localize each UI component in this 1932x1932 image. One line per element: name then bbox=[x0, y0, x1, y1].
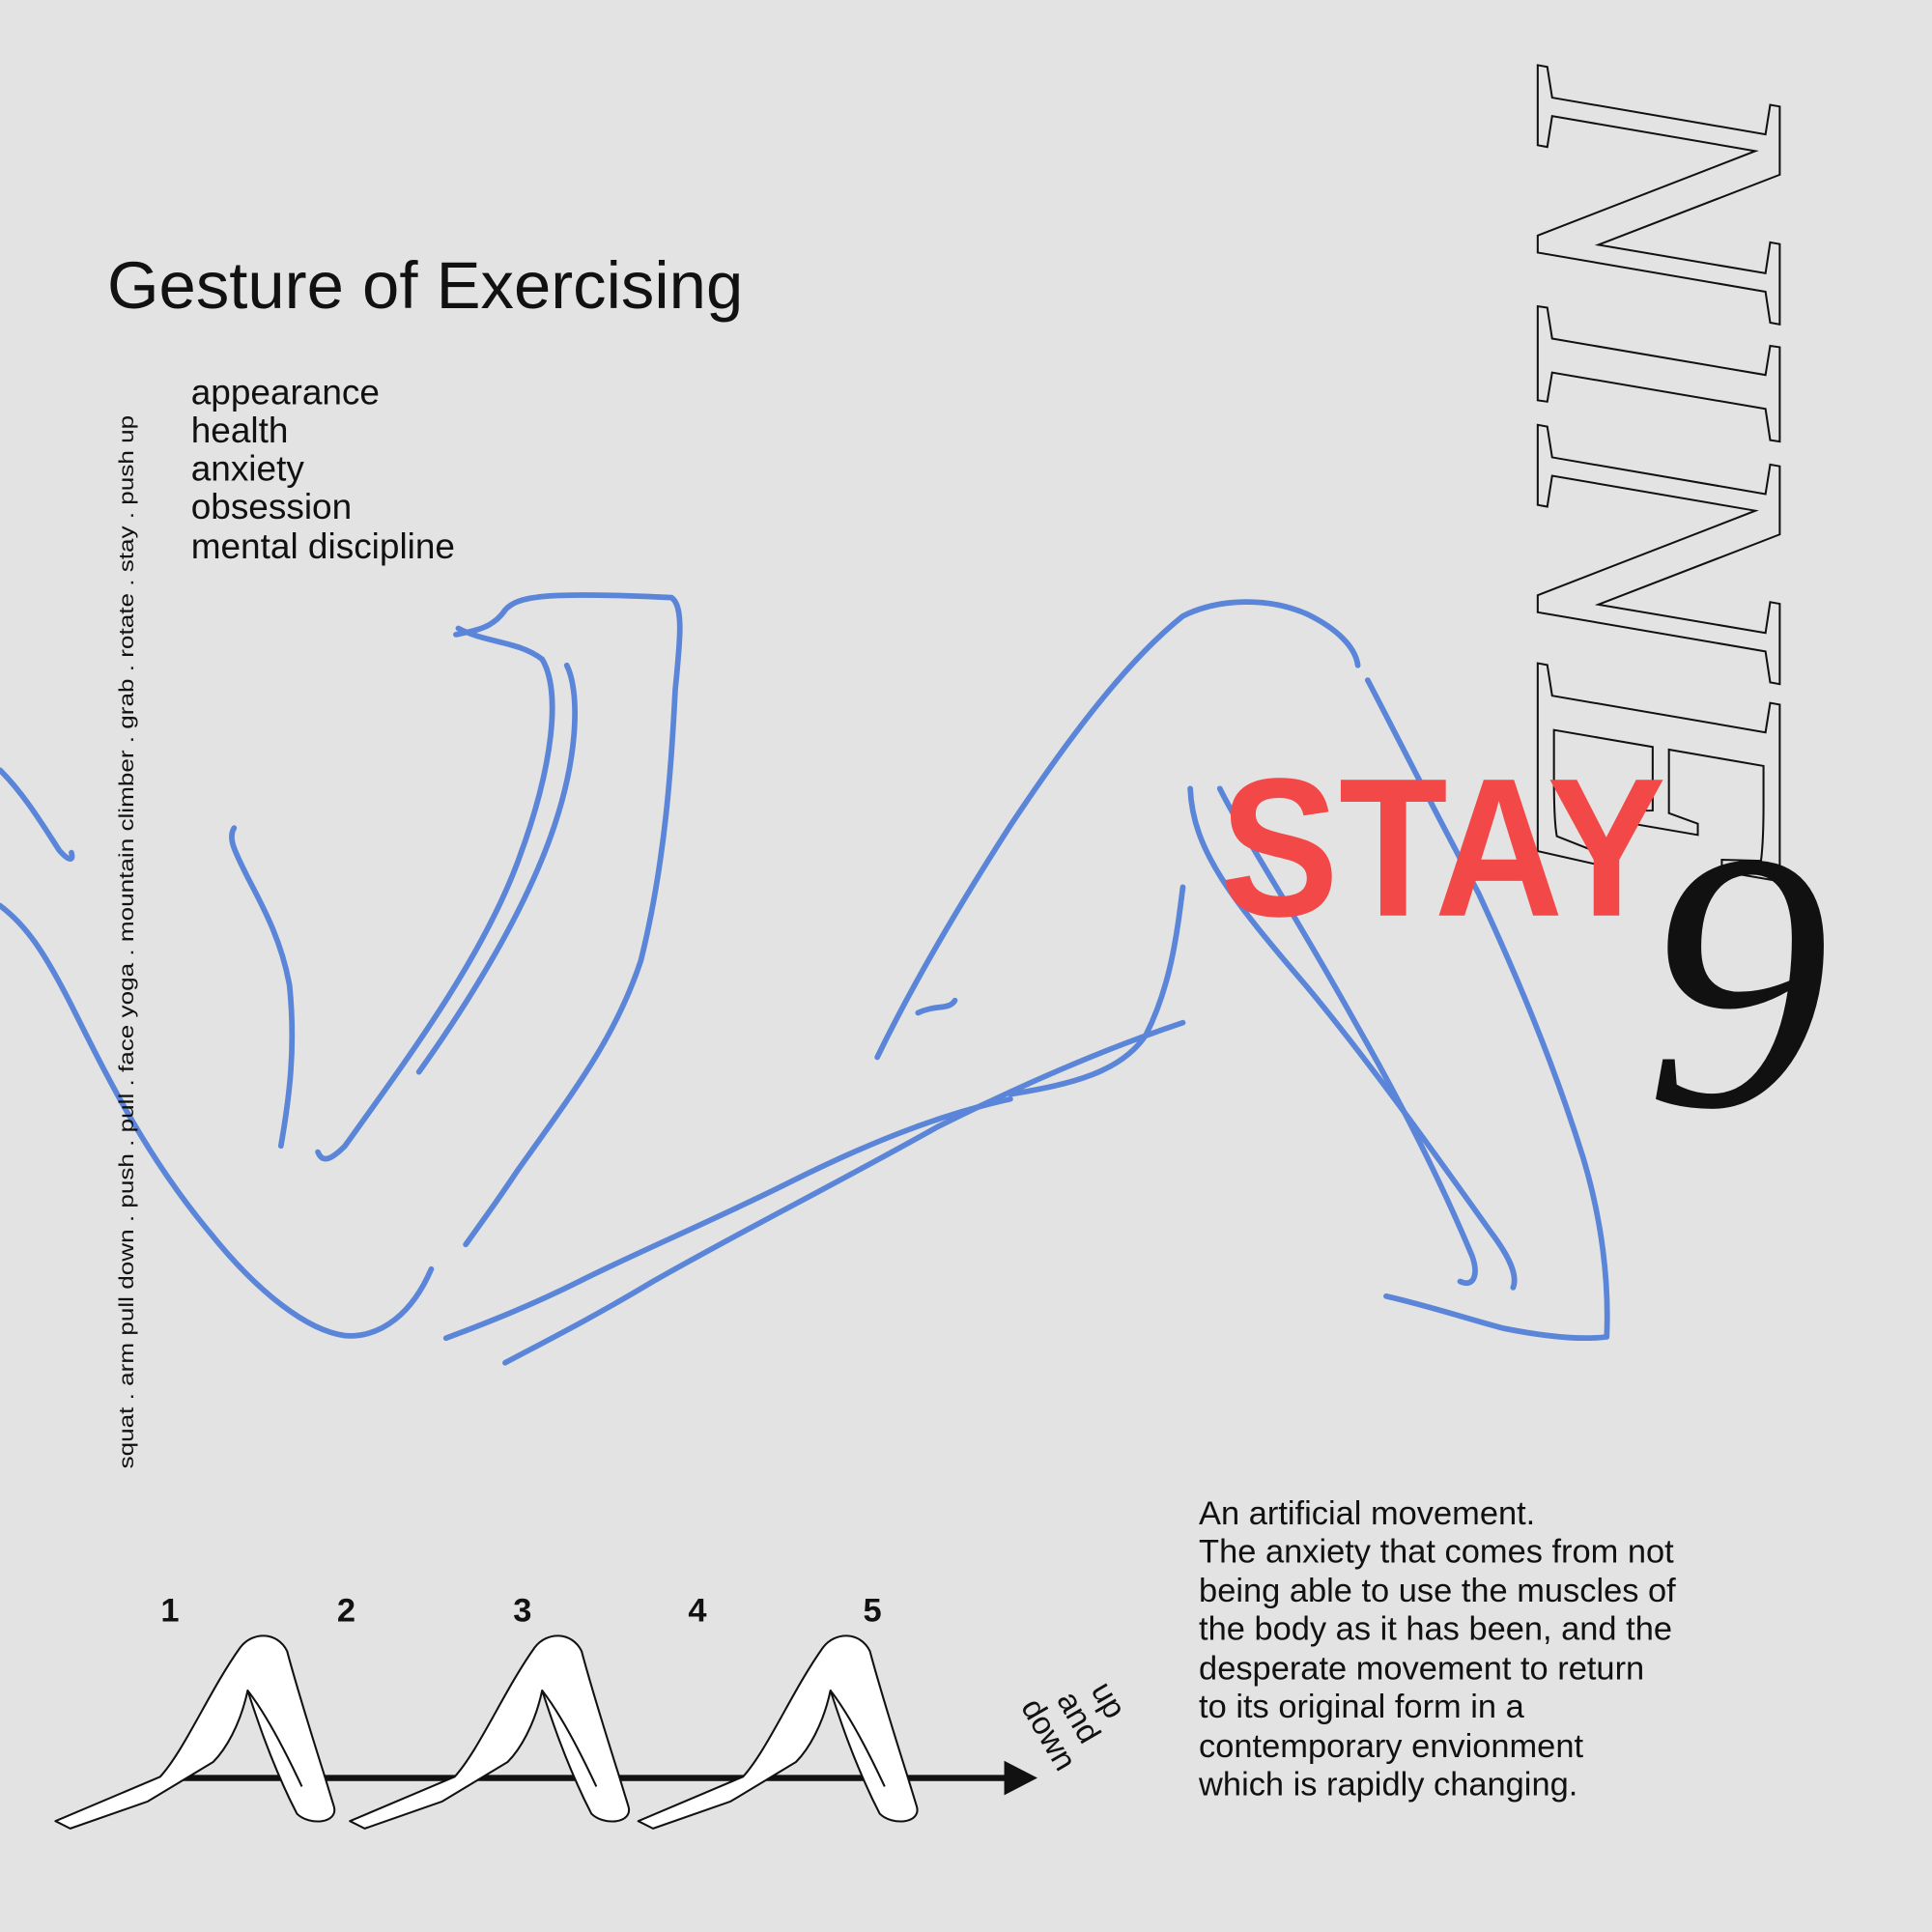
step-number: 2 bbox=[337, 1593, 355, 1630]
description-line: being able to use the muscles of bbox=[1199, 1573, 1676, 1609]
description: An artificial movement. The anxiety that… bbox=[1198, 1495, 1676, 1804]
arrow-head bbox=[1004, 1760, 1037, 1796]
description-line: An artificial movement. bbox=[1199, 1495, 1535, 1532]
description-line: contemporary envionment bbox=[1199, 1728, 1583, 1765]
keyword: appearance bbox=[191, 372, 380, 412]
line-drawing bbox=[0, 592, 1610, 1366]
description-line: the body as it has been, and the bbox=[1199, 1611, 1672, 1648]
keyword: anxiety bbox=[191, 448, 305, 488]
description-line: which is rapidly changing. bbox=[1198, 1766, 1577, 1803]
steps: 1 2 3 4 5 bbox=[160, 1593, 881, 1630]
keyword: health bbox=[191, 411, 289, 450]
step-number: 4 bbox=[688, 1593, 706, 1630]
step-number: 3 bbox=[513, 1593, 531, 1630]
keywords: appearance health anxiety obsession ment… bbox=[191, 372, 455, 565]
nine-word: NINE bbox=[1458, 62, 1867, 887]
step-number: 5 bbox=[863, 1593, 881, 1630]
keyword: obsession bbox=[191, 487, 352, 526]
keyword: mental discipline bbox=[191, 526, 455, 566]
title: Gesture of Exercising bbox=[107, 248, 743, 323]
big-number: 9 bbox=[1645, 776, 1830, 1185]
description-line: desperate movement to return bbox=[1199, 1651, 1644, 1688]
exercise-list: squat . arm pull down . push . pull . fa… bbox=[114, 415, 138, 1469]
description-line: The anxiety that comes from not bbox=[1199, 1533, 1674, 1570]
stay-word: STAY bbox=[1220, 738, 1666, 958]
description-line: to its original form in a bbox=[1199, 1689, 1525, 1725]
step-number: 1 bbox=[160, 1593, 179, 1630]
